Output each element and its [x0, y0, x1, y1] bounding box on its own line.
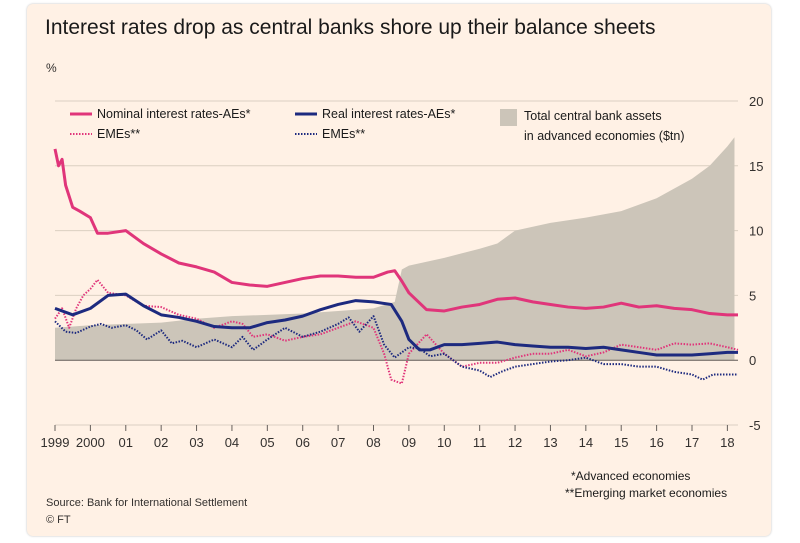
x-tick-label: 17 — [685, 435, 699, 450]
x-tick-label: 08 — [366, 435, 380, 450]
legend-label: Nominal interest rates-AEs* — [97, 107, 251, 121]
y-tick-label: 10 — [749, 224, 763, 239]
legend-label: EMEs** — [97, 127, 140, 141]
x-tick-label: 05 — [260, 435, 274, 450]
x-tick-label: 13 — [543, 435, 557, 450]
y-tick-label: 0 — [749, 353, 756, 368]
chart-title: Interest rates drop as central banks sho… — [45, 16, 656, 39]
x-tick-label: 06 — [295, 435, 309, 450]
y-tick-label: 15 — [749, 159, 763, 174]
x-tick-label: 03 — [189, 435, 203, 450]
series-line-4 — [54, 315, 738, 381]
footnote-advanced-economies: *Advanced economies — [571, 469, 691, 483]
source-note: Source: Bank for International Settlemen… — [46, 497, 248, 509]
y-axis-unit: % — [46, 61, 57, 75]
series-line-3 — [54, 292, 738, 357]
x-tick-label: 10 — [437, 435, 451, 450]
brand-mark: © FT — [46, 514, 71, 526]
legend-label: EMEs** — [322, 127, 365, 141]
x-tick-label: 04 — [225, 435, 239, 450]
y-tick-label: 20 — [749, 94, 763, 109]
x-tick-label: 09 — [402, 435, 416, 450]
footnote-emerging-market-economies: **Emerging market economies — [565, 486, 728, 500]
x-tick-label: 01 — [119, 435, 133, 450]
y-tick-label: -5 — [749, 418, 761, 433]
x-tick-label: 18 — [720, 435, 734, 450]
legend-label: Real interest rates-AEs* — [322, 107, 456, 121]
x-tick-label: 07 — [331, 435, 345, 450]
legend-label-area-line1: Total central bank assets — [524, 109, 662, 123]
legend-swatch-area — [500, 109, 517, 126]
x-tick-label: 02 — [154, 435, 168, 450]
series-area-central-bank-assets — [55, 137, 735, 361]
y-tick-label: 5 — [749, 288, 756, 303]
x-tick-label: 2000 — [76, 435, 105, 450]
x-tick-label: 14 — [579, 435, 593, 450]
x-tick-label: 11 — [473, 435, 487, 450]
series-line-1 — [53, 148, 738, 317]
x-tick-label: 15 — [614, 435, 628, 450]
x-tick-label: 1999 — [41, 435, 70, 450]
x-tick-label: 12 — [508, 435, 522, 450]
x-tick-label: 16 — [649, 435, 663, 450]
legend-label-area-line2: in advanced economies ($tn) — [524, 129, 685, 143]
